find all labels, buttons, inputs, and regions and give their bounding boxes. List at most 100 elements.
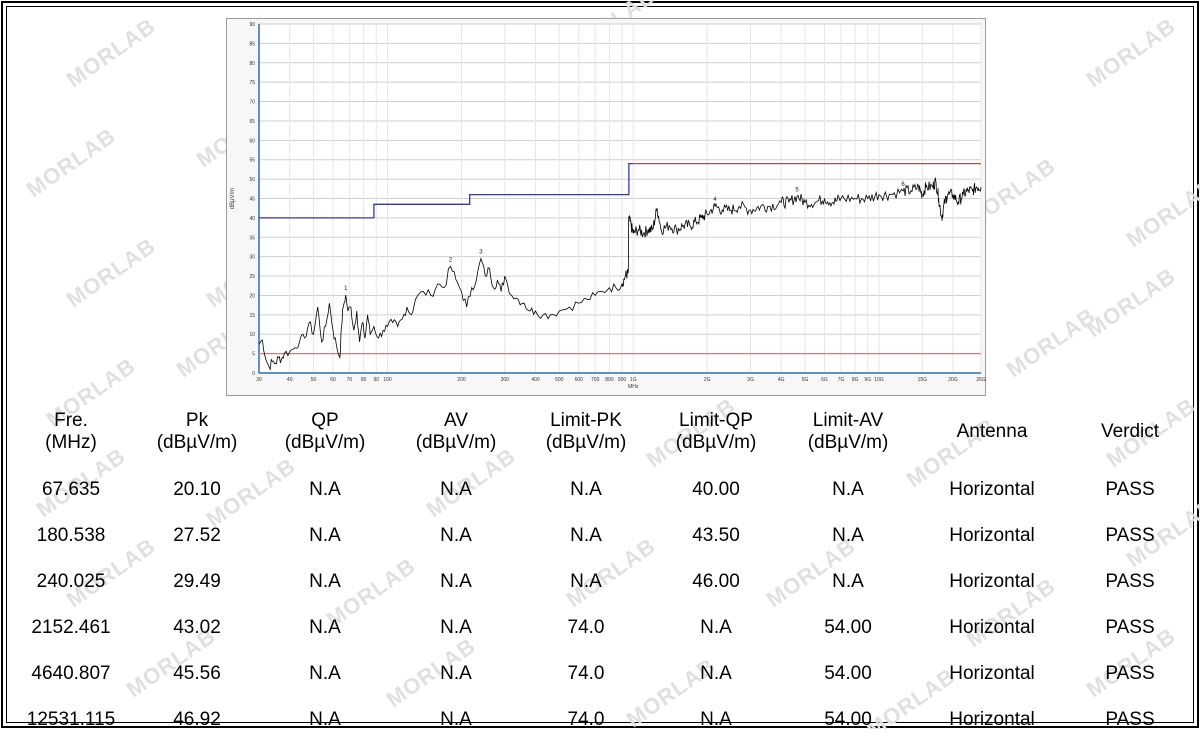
x-tick-label: 7G [838,377,845,383]
table-cell: N.A [700,617,732,638]
table-cell: PASS [1105,709,1155,730]
table-cell: N.A [832,525,864,546]
column-header-text: (dBµV/m) [675,432,757,453]
peak-marker-label: 4 [713,197,717,203]
x-tick-label: 6G [821,377,828,383]
column-header: QP (dBµV/m) [259,397,391,467]
x-tick-label: 1G [630,377,637,383]
table-cell: N.A [309,479,341,500]
table-cell: Horizontal [949,479,1035,500]
table-cell: N.A [570,571,602,592]
x-axis-label: MHz [628,384,639,390]
table-cell: 46.92 [173,709,221,730]
y-tick-label: 25 [249,274,255,280]
y-tick-label: 60 [249,138,255,144]
y-tick-label: 75 [249,80,255,86]
x-tick-label: 5G [802,377,809,383]
y-axis-label: dBµV/m [230,188,236,209]
table-cell: 74.0 [567,617,605,638]
x-tick-label: 500 [555,377,564,383]
y-tick-label: 80 [249,61,255,67]
table-cell: Horizontal [949,525,1035,546]
table-cell: 43.02 [173,617,221,638]
x-tick-label: 700 [591,377,600,383]
x-tick-label: 10G [874,377,884,383]
table-cell: N.A [440,617,472,638]
table-cell: 54.00 [824,617,872,638]
table-cell: PASS [1105,617,1155,638]
table-cell: Horizontal [949,663,1035,684]
column-header-text: (dBµV/m) [156,432,238,453]
column-header-text: Antenna [956,421,1028,442]
x-tick-label: 90 [373,377,379,383]
peak-marker-label: 5 [795,187,799,193]
column-header-text: Verdict [1100,421,1160,442]
table-body: 67.635 20.10 N.A N.A N.A 40.00 N.A Horizontal PA… [7,467,1191,743]
table-row: 240.025 29.49 N.A N.A N.A 46.00 N.A Horizontal P… [7,559,1191,605]
table-cell: N.A [309,709,341,730]
table-cell: N.A [309,617,341,638]
table-cell: Horizontal [949,617,1035,638]
x-tick-label: 70 [347,377,353,383]
column-header: Pk (dBµV/m) [135,397,259,467]
table-cell: 46.00 [692,571,740,592]
x-tick-label: 200 [457,377,466,383]
emission-trace [258,177,982,371]
table-row: 2152.461 43.02 N.A N.A 74.0 N.A 54.00 Horizonta… [7,605,1191,651]
column-header-text: (MHz) [45,432,97,453]
table-cell: N.A [570,479,602,500]
table-row: 67.635 20.10 N.A N.A N.A 40.00 N.A Horizontal PA… [7,467,1191,513]
y-tick-label: 15 [249,313,255,319]
peak-marker-label: 2 [449,257,453,263]
y-tick-label: 10 [249,332,255,338]
x-tick-label: 60 [330,377,336,383]
x-tick-label: 9G [864,377,871,383]
table-cell: N.A [832,479,864,500]
table-cell: N.A [309,571,341,592]
y-tick-label: 70 [249,100,255,106]
y-tick-label: 5 [252,352,255,358]
table-cell: 12531.115 [26,709,116,730]
table-cell: 67.635 [41,479,101,500]
y-tick-label: 40 [249,216,255,222]
y-tick-label: 0 [252,371,255,377]
table-cell: 74.0 [567,663,605,684]
peak-marker-label: 3 [479,250,483,256]
table-header-row: Fre. (MHz) Pk (dBµV/m) QP (dBµV/m) AV (dBµV/m) L… [7,397,1191,467]
table-cell: N.A [440,479,472,500]
outer-border [1,1,1199,728]
column-header-text: Limit-PK [550,410,622,431]
y-tick-label: 65 [249,119,255,125]
x-tick-label: 50 [311,377,317,383]
y-tick-label: 20 [249,293,255,299]
x-tick-label: 4G [778,377,785,383]
table-cell: 27.52 [173,525,221,546]
table-cell: Horizontal [949,709,1035,730]
column-header-text: (dBµV/m) [415,432,497,453]
column-header-text: AV [444,410,468,431]
column-header-text: (dBµV/m) [284,432,366,453]
column-header: Limit-AV (dBµV/m) [781,397,915,467]
table-cell: PASS [1105,663,1155,684]
peak-marker-label: 1 [344,286,348,292]
table-cell: 2152.461 [31,617,111,638]
table-cell: 43.50 [692,525,740,546]
y-tick-label: 45 [249,197,255,203]
x-tick-label: 400 [531,377,540,383]
x-tick-label: 20G [948,377,958,383]
results-table: Fre. (MHz) Pk (dBµV/m) QP (dBµV/m) AV (dBµV/m) L… [7,397,1191,743]
table-cell: 74.0 [567,709,605,730]
table-cell: PASS [1105,571,1155,592]
table-cell: PASS [1105,525,1155,546]
column-header: Antenna [915,397,1069,467]
x-tick-label: 80 [361,377,367,383]
column-header: AV (dBµV/m) [391,397,521,467]
column-header-text: Limit-QP [679,410,753,431]
table-cell: 180.538 [36,525,106,546]
table-cell: N.A [440,709,472,730]
table-cell: 45.56 [173,663,221,684]
column-header-text: (dBµV/m) [807,432,889,453]
table-cell: N.A [440,525,472,546]
column-header: Fre. (MHz) [7,397,135,467]
